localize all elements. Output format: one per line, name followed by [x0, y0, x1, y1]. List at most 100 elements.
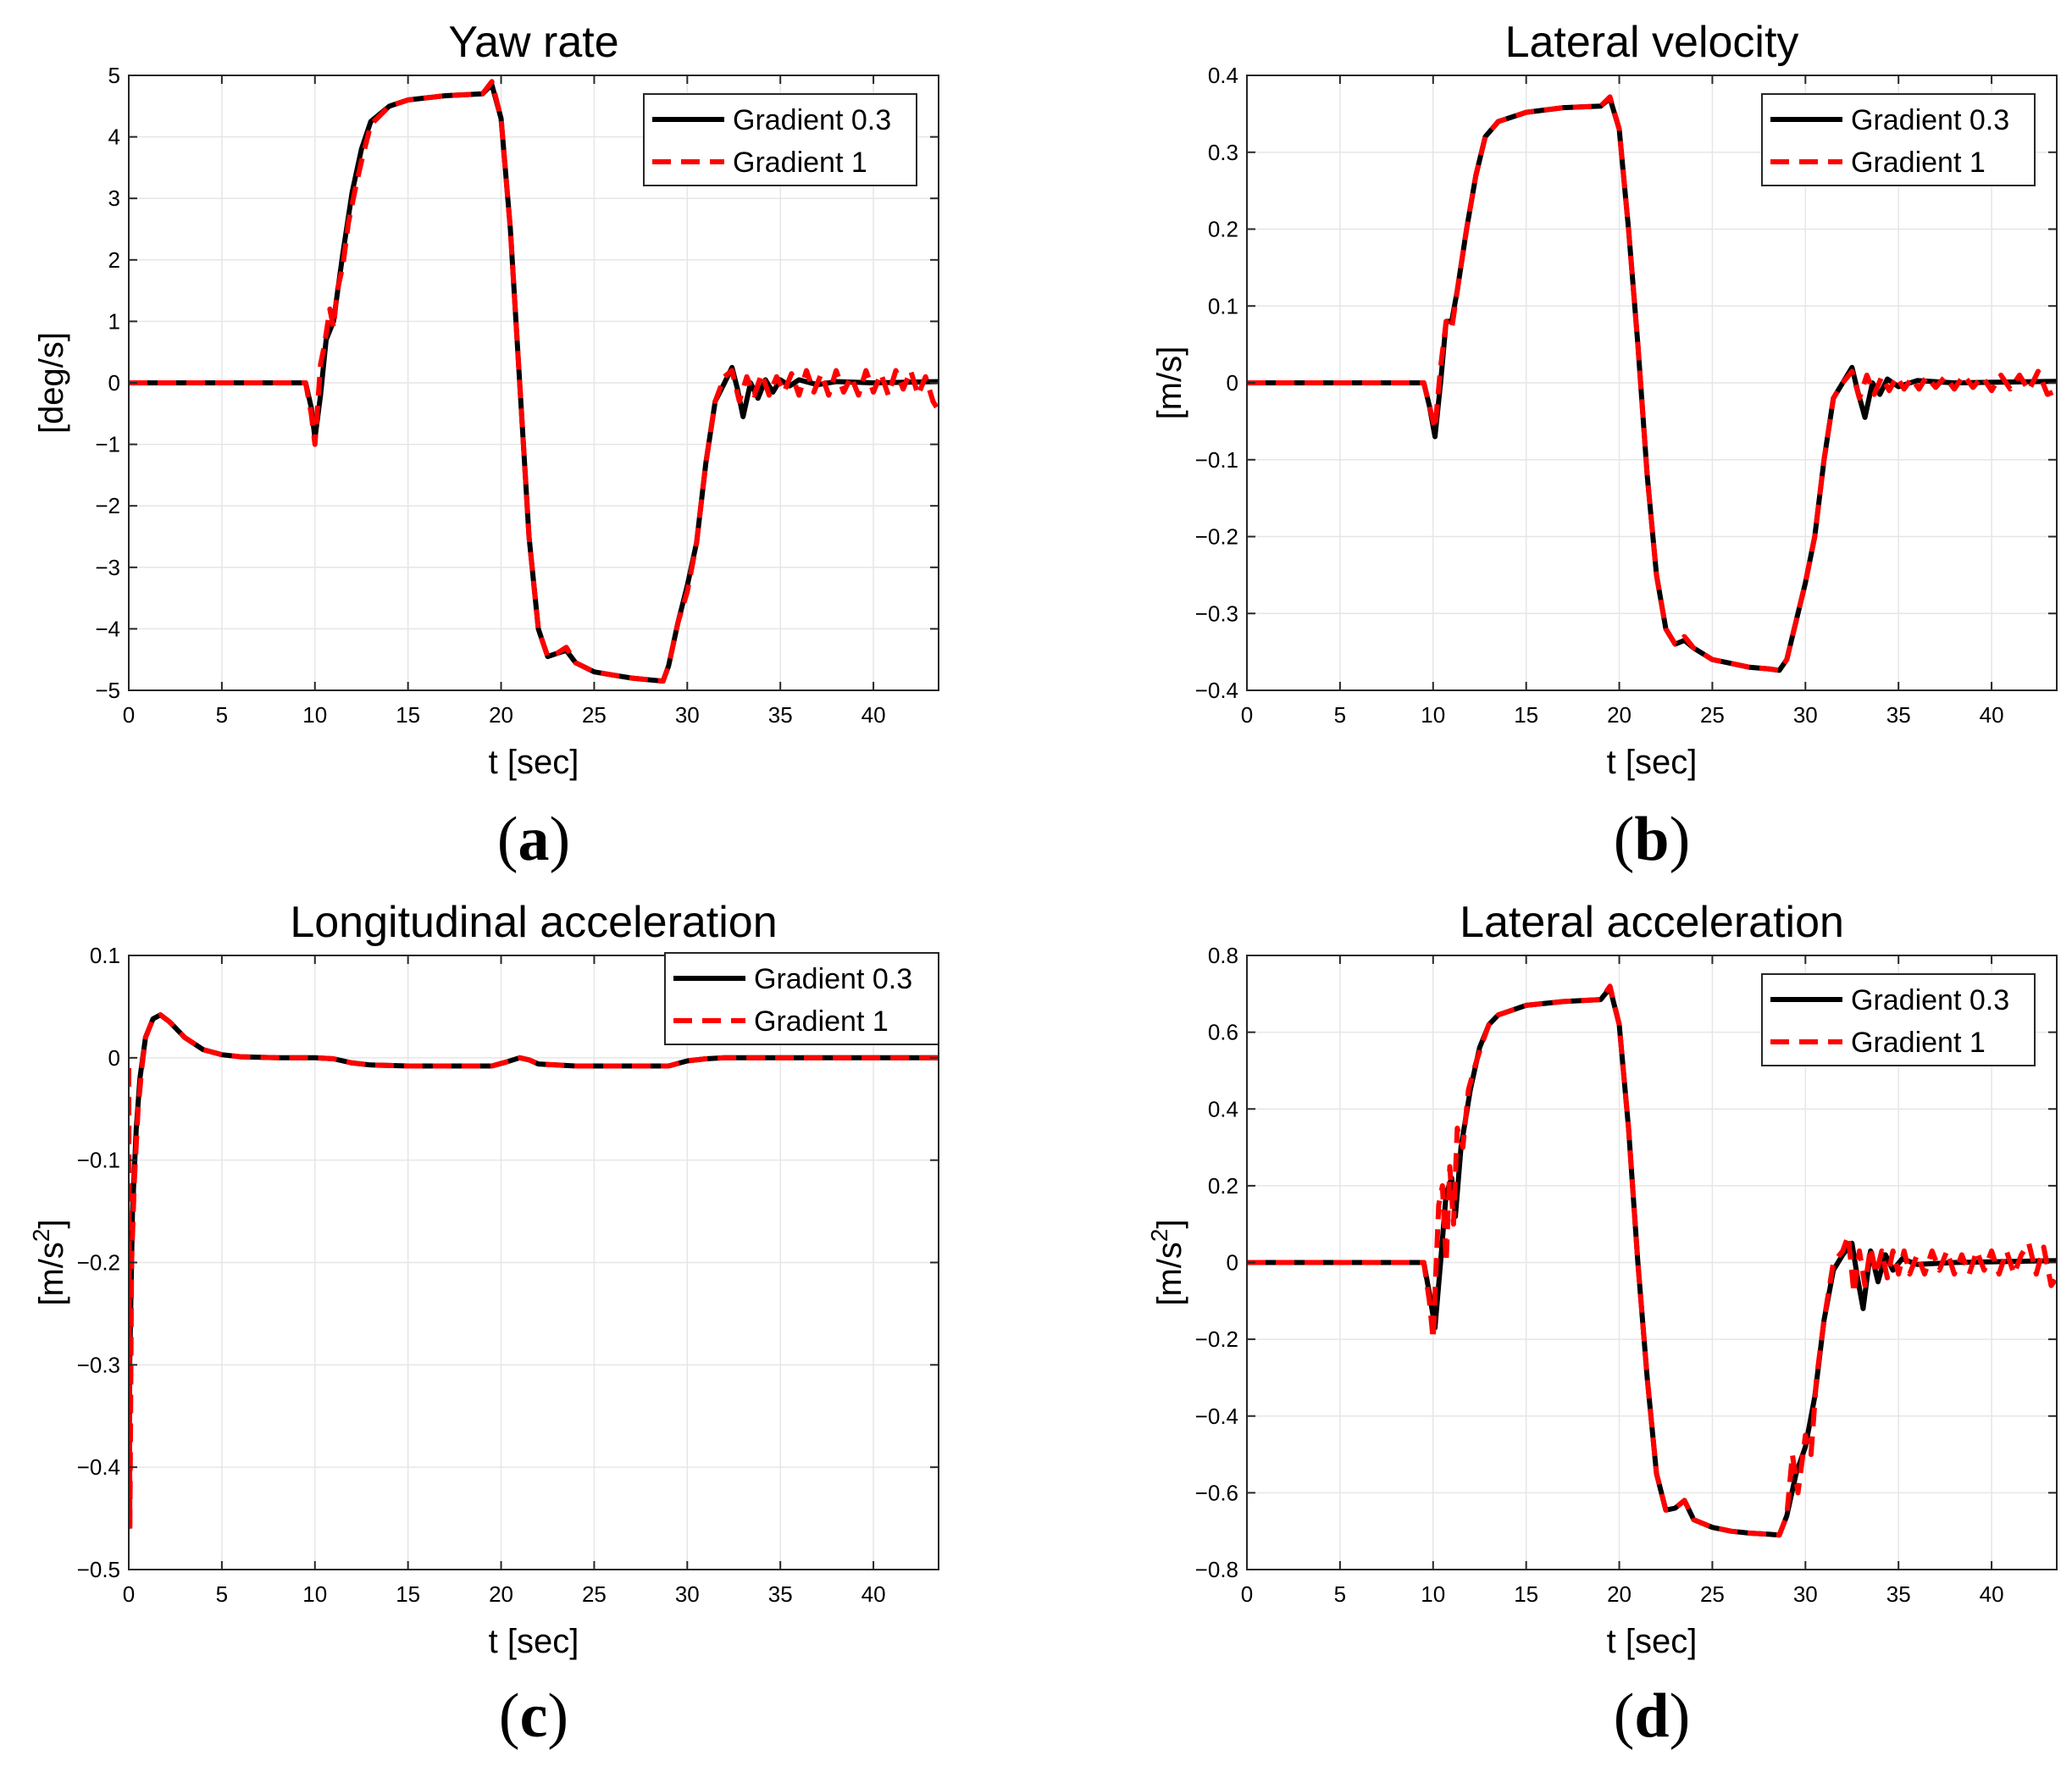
legend-label: Gradient 0.3 [733, 104, 891, 136]
chart-title: Lateral velocity [1505, 18, 1799, 67]
series-line-gradient-1 [1247, 983, 2057, 1538]
y-tick-label: −0.5 [77, 1557, 120, 1582]
legend-box [643, 93, 917, 186]
legend-box [1761, 973, 2036, 1066]
x-tick-label: 5 [216, 1581, 228, 1607]
y-tick-label: −0.4 [77, 1454, 120, 1480]
y-tick-label: 0 [108, 1045, 120, 1071]
x-tick-label: 25 [1700, 702, 1725, 728]
x-tick-label: 25 [582, 702, 607, 728]
x-tick-label: 20 [1607, 1581, 1632, 1607]
x-tick-label: 15 [396, 1581, 420, 1607]
chart-title: Longitudinal acceleration [290, 898, 777, 947]
subfigure-caption: (d) [1614, 1681, 1690, 1751]
legend-label: Gradient 0.3 [1851, 984, 2009, 1016]
x-tick-label: 30 [1793, 702, 1818, 728]
x-tick-label: 10 [1421, 702, 1445, 728]
legend: Gradient 0.3 Gradient 1 [664, 952, 939, 1045]
x-tick-label: 35 [1886, 1581, 1911, 1607]
y-tick-label: 0.3 [1208, 140, 1238, 165]
y-tick-label: 0.8 [1208, 943, 1238, 968]
x-tick-label: 0 [1241, 702, 1253, 728]
series-line-gradient-0-3 [129, 81, 939, 684]
y-axis-label: [deg/s] [33, 332, 70, 434]
x-tick-label: 20 [1607, 702, 1632, 728]
y-tick-label: −3 [95, 555, 120, 580]
x-axis-label: t [sec] [1607, 1623, 1698, 1660]
legend: Gradient 0.3 Gradient 1 [643, 93, 917, 186]
y-tick-label: 0 [108, 370, 120, 396]
x-tick-label: 35 [768, 702, 793, 728]
x-tick-label: 40 [861, 1581, 886, 1607]
y-axis-label: [m/s2] [1146, 1219, 1188, 1305]
x-axis-label: t [sec] [489, 1623, 579, 1660]
x-tick-label: 25 [582, 1581, 607, 1607]
series-group [129, 1012, 939, 1531]
x-tick-label: 15 [1514, 1581, 1538, 1607]
x-tick-label: 30 [675, 702, 700, 728]
y-tick-label: 5 [108, 63, 120, 88]
x-tick-label: 25 [1700, 1581, 1725, 1607]
x-tick-label: 30 [675, 1581, 700, 1607]
legend-box [1761, 93, 2036, 186]
legend-label: Gradient 1 [1851, 147, 1986, 179]
chart-d: 0 5 10 15 20 25 30 35 40 −0.8 −0.6 −0.4 −0.2 0 0.2 0.4 0… [1146, 898, 2058, 1751]
x-tick-label: 0 [1241, 1581, 1253, 1607]
chart-a: 0 5 10 15 20 25 30 35 40 −5 −4 −3 −2 −1 0 1 2 3 4 5 Yaw rate… [33, 18, 939, 874]
y-tick-label: 2 [108, 247, 120, 273]
y-tick-label: −0.8 [1195, 1557, 1238, 1582]
x-tick-label: 20 [489, 1581, 513, 1607]
x-axis-label: t [sec] [489, 744, 579, 781]
series-line-gradient-1 [129, 79, 939, 684]
y-tick-label: −0.2 [1195, 1326, 1238, 1352]
x-tick-label: 0 [123, 702, 135, 728]
x-tick-label: 30 [1793, 1581, 1818, 1607]
y-tick-label: 0.2 [1208, 1173, 1238, 1199]
series-group [1247, 94, 2057, 673]
x-tick-label: 40 [861, 702, 886, 728]
y-tick-label: −4 [95, 616, 120, 641]
x-tick-label: 15 [396, 702, 420, 728]
y-tick-label: −0.6 [1195, 1480, 1238, 1505]
series-group [129, 79, 939, 684]
legend-label: Gradient 1 [1851, 1027, 1986, 1059]
y-tick-label: 0.4 [1208, 1096, 1238, 1121]
y-tick-label: −1 [95, 432, 120, 457]
y-tick-label: 1 [108, 308, 120, 334]
y-tick-label: −0.4 [1195, 1404, 1238, 1429]
y-tick-label: −0.4 [1195, 678, 1238, 703]
chart-title: Yaw rate [448, 18, 618, 67]
legend-label: Gradient 1 [733, 147, 867, 179]
subfigure-caption: (a) [497, 805, 570, 874]
x-tick-label: 35 [768, 1581, 793, 1607]
legend-label: Gradient 1 [754, 1005, 889, 1038]
series-line-gradient-1 [129, 1012, 939, 1531]
y-tick-label: 0.6 [1208, 1020, 1238, 1045]
y-tick-label: 0.4 [1208, 63, 1238, 88]
y-tick-label: 0.2 [1208, 217, 1238, 242]
x-tick-label: 40 [1980, 1581, 2004, 1607]
x-tick-label: 10 [1421, 1581, 1445, 1607]
x-tick-label: 5 [1334, 1581, 1346, 1607]
y-tick-label: −0.3 [1195, 601, 1238, 626]
y-axis-label: [m/s2] [28, 1219, 70, 1305]
y-tick-label: 4 [108, 125, 120, 150]
chart-c: 0 5 10 15 20 25 30 35 40 −0.5 −0.4 −0.3 −0.2 −0.1 0 0.1… [28, 898, 939, 1751]
y-tick-label: 0 [1227, 1250, 1238, 1276]
x-tick-label: 5 [1334, 702, 1346, 728]
y-tick-label: −0.1 [1195, 447, 1238, 473]
legend: Gradient 0.3 Gradient 1 [1761, 93, 2036, 186]
y-tick-label: −0.3 [77, 1352, 120, 1377]
y-tick-label: −0.1 [77, 1148, 120, 1173]
x-tick-label: 0 [123, 1581, 135, 1607]
x-tick-label: 10 [302, 1581, 327, 1607]
x-axis-label: t [sec] [1607, 744, 1698, 781]
x-tick-label: 35 [1886, 702, 1911, 728]
chart-b: 0 5 10 15 20 25 30 35 40 −0.4 −0.3 −0.2 −0.1 0 0.1 0.2 0… [1151, 18, 2058, 874]
y-axis-label: [m/s] [1151, 346, 1188, 420]
legend-label: Gradient 0.3 [754, 963, 912, 995]
y-tick-label: −0.2 [1195, 524, 1238, 550]
y-tick-label: 0 [1227, 370, 1238, 396]
legend-label: Gradient 0.3 [1851, 104, 2009, 136]
